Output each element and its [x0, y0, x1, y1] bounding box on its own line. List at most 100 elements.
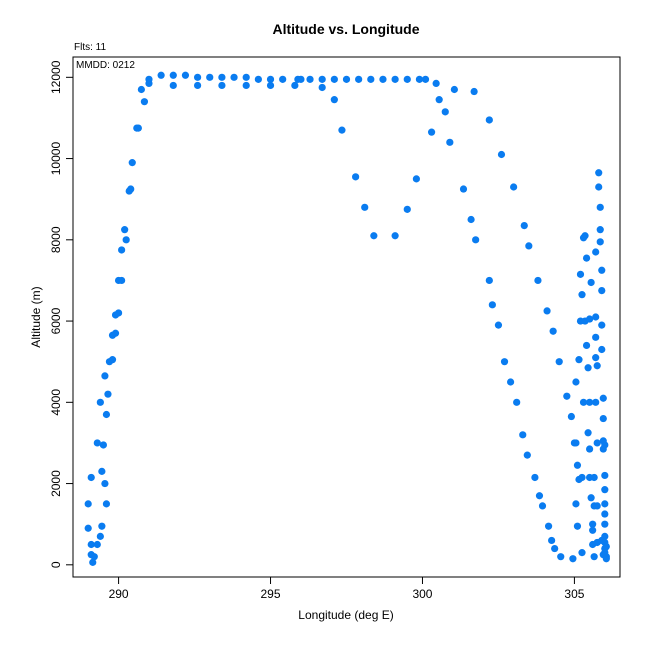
data-point — [576, 270, 585, 278]
data-point — [573, 461, 582, 469]
x-axis-label: Longitude (deg E) — [298, 608, 393, 622]
data-point — [93, 439, 101, 447]
x-tick-label: 300 — [412, 587, 432, 601]
data-point — [87, 540, 95, 549]
data-point — [98, 522, 106, 530]
data-point — [485, 116, 493, 124]
data-point — [87, 473, 95, 482]
data-point — [572, 500, 580, 508]
scatter-points — [84, 71, 610, 566]
data-point — [488, 301, 496, 309]
data-point — [598, 266, 606, 274]
data-point — [601, 520, 609, 528]
data-point — [590, 473, 598, 482]
data-point — [134, 124, 142, 132]
data-point — [584, 429, 592, 437]
data-point — [467, 215, 475, 224]
data-point — [589, 520, 597, 528]
data-point — [589, 526, 597, 534]
data-point — [403, 205, 411, 213]
data-point — [520, 221, 528, 230]
data-point — [538, 502, 547, 510]
data-point — [254, 75, 262, 83]
x-tick-label: 290 — [109, 587, 129, 601]
data-point — [519, 431, 527, 439]
data-point — [598, 321, 606, 329]
data-point — [352, 173, 360, 181]
data-point — [102, 500, 111, 508]
data-point — [596, 238, 604, 246]
data-point — [108, 356, 117, 364]
data-point — [525, 242, 533, 250]
data-point — [579, 398, 588, 406]
data-point — [403, 75, 411, 83]
data-point — [370, 232, 378, 240]
data-point — [98, 467, 106, 475]
data-point — [551, 544, 559, 553]
data-point — [596, 226, 604, 234]
data-point — [572, 439, 580, 447]
data-point — [592, 398, 600, 406]
data-point — [84, 524, 92, 532]
data-point — [279, 75, 287, 83]
data-point — [140, 98, 149, 106]
data-point — [590, 553, 598, 561]
data-point — [592, 354, 600, 362]
data-point — [137, 85, 145, 94]
data-point — [111, 329, 120, 337]
data-point — [586, 445, 594, 453]
data-point — [330, 96, 338, 104]
data-point — [421, 75, 430, 83]
data-point — [391, 75, 399, 83]
data-point — [145, 75, 153, 83]
data-point — [427, 128, 436, 136]
data-point — [485, 276, 493, 285]
data-point — [361, 203, 369, 211]
y-tick-label: 8000 — [49, 226, 63, 253]
data-point — [584, 364, 592, 372]
data-point — [535, 492, 544, 500]
data-point — [578, 473, 586, 482]
data-point — [548, 536, 556, 545]
data-point — [593, 502, 601, 510]
data-point — [157, 71, 165, 79]
data-point — [602, 542, 610, 551]
data-point — [598, 536, 606, 545]
data-point — [543, 307, 551, 315]
flights-annotation: Flts: 11 — [74, 42, 106, 53]
data-point — [513, 398, 521, 406]
data-point — [96, 532, 104, 540]
data-point — [89, 558, 97, 566]
data-point — [534, 276, 542, 285]
data-point — [573, 522, 582, 530]
data-point — [497, 150, 506, 159]
data-point — [96, 398, 104, 406]
data-point — [242, 73, 250, 81]
data-point — [578, 549, 586, 557]
y-tick-label: 10000 — [49, 142, 63, 176]
data-point — [572, 378, 580, 386]
data-point — [601, 510, 609, 518]
data-point — [121, 226, 129, 234]
data-point — [242, 81, 250, 90]
data-point — [93, 540, 101, 549]
data-point — [510, 183, 518, 191]
data-point — [578, 291, 586, 299]
data-point — [549, 327, 557, 335]
data-point — [266, 81, 275, 90]
data-point — [601, 486, 609, 494]
data-point — [601, 441, 609, 449]
data-point — [122, 236, 130, 244]
data-point — [412, 175, 420, 183]
data-point — [555, 358, 563, 366]
data-point — [114, 309, 123, 317]
data-point — [586, 315, 594, 323]
data-point — [206, 73, 214, 81]
data-point — [415, 75, 424, 83]
data-point — [595, 183, 603, 191]
data-point — [101, 479, 109, 488]
y-axis-label: Altitude (m) — [29, 286, 43, 347]
data-point — [592, 313, 600, 321]
data-point — [435, 96, 443, 104]
data-point — [318, 75, 326, 83]
